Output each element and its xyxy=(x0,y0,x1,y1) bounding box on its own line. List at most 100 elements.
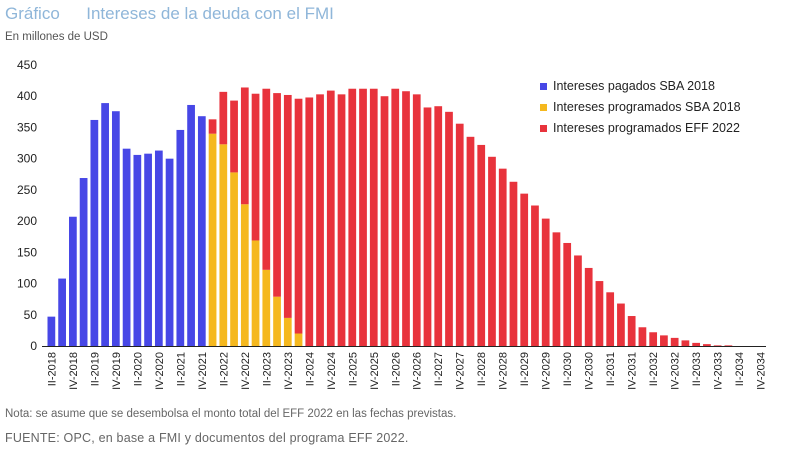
bar-sba2018-paid xyxy=(111,111,120,347)
x-tick-label: II-2029 xyxy=(519,352,531,386)
bar-sba2018-paid xyxy=(197,116,206,346)
bar-eff2022-programmed xyxy=(445,111,453,346)
figure-tag: Gráfico xyxy=(5,4,60,23)
x-tick-label: IV-2021 xyxy=(197,352,209,390)
bar-eff2022-programmed xyxy=(402,91,410,346)
y-tick-label: 200 xyxy=(17,214,37,228)
x-tick-label: IV-2029 xyxy=(541,352,553,390)
x-tick-label: IV-2033 xyxy=(713,352,725,390)
legend: Intereses pagados SBA 2018 Intereses prog… xyxy=(540,79,741,135)
chart-note: Nota: se asume que se desembolsa el mont… xyxy=(5,408,457,420)
bar-eff2022-programmed xyxy=(273,93,281,297)
bar-sba2018-paid xyxy=(154,150,163,346)
x-tick-label: II-2023 xyxy=(261,352,273,386)
x-tick-label: IV-2019 xyxy=(111,352,123,390)
x-tick-label: IV-2032 xyxy=(670,352,682,390)
bar-eff2022-programmed xyxy=(219,91,228,145)
bar-eff2022-programmed xyxy=(670,337,679,346)
bar-sba2018-paid xyxy=(133,154,142,346)
bar-eff2022-programmed xyxy=(509,181,518,346)
bar-eff2022-programmed xyxy=(627,316,636,346)
bar-eff2022-programmed xyxy=(434,106,443,347)
chart-subtitle: En millones de USD xyxy=(5,31,108,43)
x-tick-label: II-2021 xyxy=(175,352,187,386)
bar-eff2022-programmed xyxy=(584,267,593,346)
y-tick-label: 100 xyxy=(17,277,37,291)
bar-eff2022-programmed xyxy=(552,232,561,346)
x-tick-label: IV-2020 xyxy=(154,352,166,390)
bar-sba2018-programmed xyxy=(283,317,292,346)
bar-sba2018-programmed xyxy=(219,144,228,346)
bar-eff2022-programmed xyxy=(595,281,604,346)
bar-sba2018-paid xyxy=(144,153,152,346)
bar-sba2018-paid xyxy=(165,158,174,346)
bar-sba2018-paid xyxy=(101,103,109,346)
y-tick-label: 300 xyxy=(17,152,37,166)
x-tick-label: IV-2025 xyxy=(369,352,381,390)
x-tick-label: II-2031 xyxy=(605,352,617,386)
x-tick-label: II-2028 xyxy=(476,352,488,386)
bar-eff2022-programmed xyxy=(703,344,711,346)
x-tick-label: II-2030 xyxy=(562,352,574,386)
bar-sba2018-programmed xyxy=(251,240,260,346)
x-tick-label: II-2022 xyxy=(218,352,230,386)
x-tick-label: IV-2028 xyxy=(498,352,510,390)
bar-sba2018-paid xyxy=(69,216,77,346)
bar-eff2022-programmed xyxy=(466,136,475,346)
x-tick-label: II-2034 xyxy=(734,352,746,386)
bar-sba2018-paid xyxy=(90,119,99,346)
y-tick-label: 350 xyxy=(17,120,37,134)
x-tick-label: IV-2024 xyxy=(326,352,338,390)
y-tick-label: 150 xyxy=(17,245,37,259)
bar-sba2018-paid xyxy=(187,104,195,347)
bar-eff2022-programmed xyxy=(455,123,464,346)
bar-eff2022-programmed xyxy=(606,292,615,346)
bar-eff2022-programmed xyxy=(305,97,314,346)
bar-eff2022-programmed xyxy=(541,218,550,346)
x-tick-label: II-2033 xyxy=(691,352,703,386)
bar-eff2022-programmed xyxy=(638,327,647,346)
x-tick-label: II-2032 xyxy=(648,352,660,386)
x-tick-label: IV-2034 xyxy=(756,352,768,390)
bar-sba2018-paid xyxy=(58,278,66,346)
x-tick-label: IV-2023 xyxy=(283,352,295,390)
x-tick-label: IV-2031 xyxy=(627,352,639,390)
bar-eff2022-programmed xyxy=(574,255,582,346)
x-tick-label: II-2025 xyxy=(347,352,359,386)
bar-eff2022-programmed xyxy=(316,94,324,346)
bar-eff2022-programmed xyxy=(724,345,733,346)
bar-eff2022-programmed xyxy=(208,119,217,134)
bar-eff2022-programmed xyxy=(488,156,496,346)
bar-eff2022-programmed xyxy=(251,93,260,241)
bar-eff2022-programmed xyxy=(294,98,303,334)
bar-eff2022-programmed xyxy=(520,193,529,346)
bar-eff2022-programmed xyxy=(380,96,389,346)
bar-eff2022-programmed xyxy=(369,88,378,346)
chart-source: FUENTE: OPC, en base a FMI y documentos … xyxy=(5,431,409,445)
x-tick-label: II-2026 xyxy=(390,352,402,386)
bar-sba2018-programmed xyxy=(262,269,271,346)
chart-header: Gráfico Intereses de la deuda con el FMI xyxy=(5,4,334,24)
legend-label: Intereses programados SBA 2018 xyxy=(553,100,741,114)
x-tick-label: II-2024 xyxy=(304,352,316,386)
y-tick-label: 0 xyxy=(30,339,37,353)
bar-eff2022-programmed xyxy=(498,168,507,346)
y-tick-label: 250 xyxy=(17,183,37,197)
chart-title: Intereses de la deuda con el FMI xyxy=(86,4,334,23)
x-axis: II-2018 IV-2018 II-2019 IV-2019 II-2020 IV-20… xyxy=(42,346,768,390)
y-axis: 0 50 100 150 200 250 300 350 400 450 xyxy=(17,58,37,353)
bar-sba2018-programmed xyxy=(294,333,303,346)
x-tick-label: II-2027 xyxy=(433,352,445,386)
bar-eff2022-programmed xyxy=(649,332,658,346)
bar-sba2018-paid xyxy=(176,129,185,346)
bar-sba2018-paid xyxy=(47,316,56,346)
bar-eff2022-programmed xyxy=(359,88,367,346)
bar-sba2018-paid xyxy=(79,178,88,346)
x-tick-label: IV-2030 xyxy=(584,352,596,390)
y-tick-label: 450 xyxy=(17,58,37,72)
bar-eff2022-programmed xyxy=(412,94,421,346)
bar-eff2022-programmed xyxy=(713,345,722,346)
bar-eff2022-programmed xyxy=(391,88,400,346)
bar-eff2022-programmed xyxy=(477,144,486,346)
bar-eff2022-programmed xyxy=(423,107,432,347)
